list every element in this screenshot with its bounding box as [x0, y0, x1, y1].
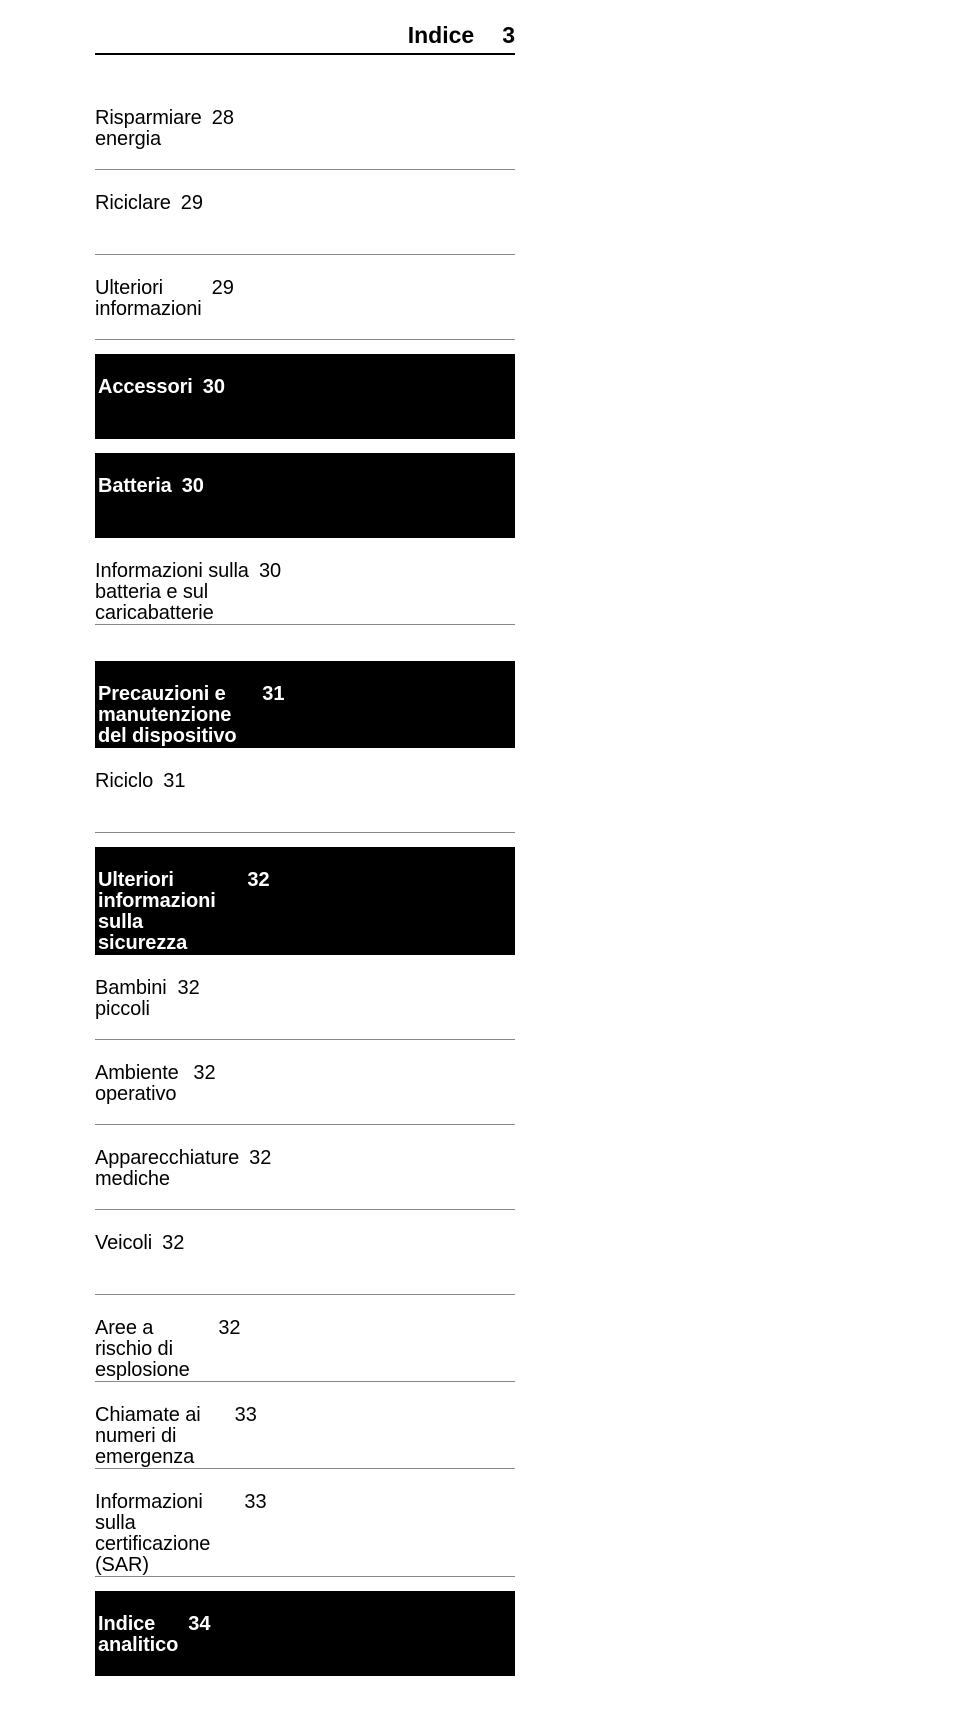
section-gap [95, 340, 515, 354]
toc-entry-page: 28 [202, 86, 515, 169]
toc-section-heading[interactable]: Batteria30 [95, 453, 515, 538]
toc-entry-label: Precauzioni e manutenzione del dispositi… [98, 684, 252, 747]
header-page-number: 3 [502, 22, 515, 49]
header-title: Indice [408, 22, 474, 49]
toc-entry-label: Aree a rischio di esplosione [95, 1318, 208, 1381]
toc-entry-page: 32 [239, 1126, 515, 1209]
toc-entry-page: 29 [171, 171, 515, 254]
toc-entry-label: Indice analitico [98, 1614, 178, 1656]
toc-entry[interactable]: Apparecchiature mediche32 [95, 1125, 515, 1210]
toc-entry-label: Ulteriori informazioni sulla sicurezza [98, 870, 237, 954]
section-gap [95, 1577, 515, 1591]
toc-section-heading[interactable]: Precauzioni e manutenzione del dispositi… [95, 661, 515, 748]
toc-entry-page: 30 [172, 454, 512, 537]
toc-entry-page: 30 [193, 355, 512, 438]
toc-entry[interactable]: Veicoli32 [95, 1210, 515, 1295]
section-gap [95, 625, 515, 661]
toc-entry-page: 30 [249, 539, 515, 622]
toc-entry-page: 31 [252, 662, 512, 745]
toc-entry-label: Riciclo [95, 771, 153, 792]
toc-entry-label: Chiamate ai numeri di emergenza [95, 1405, 225, 1468]
toc-header: Indice 3 [95, 22, 515, 55]
toc-entry-page: 32 [167, 956, 515, 1039]
toc-entry-label: Accessori [98, 377, 193, 398]
toc-entry[interactable]: Aree a rischio di esplosione32 [95, 1295, 515, 1382]
toc-entry[interactable]: Chiamate ai numeri di emergenza33 [95, 1382, 515, 1469]
toc-entry-page: 32 [183, 1041, 515, 1124]
toc-entry-label: Ulteriori informazioni [95, 278, 202, 320]
toc-entry[interactable]: Ulteriori informazioni29 [95, 255, 515, 340]
toc-entry[interactable]: Riciclare29 [95, 170, 515, 255]
toc-section-heading[interactable]: Indice analitico34 [95, 1591, 515, 1676]
toc-entry-label: Risparmiare energia [95, 108, 202, 150]
toc-entry-label: Apparecchiature mediche [95, 1148, 239, 1190]
toc-entry-page: 31 [153, 749, 515, 832]
toc-page: Indice 3 Risparmiare energia28Riciclare2… [0, 0, 575, 1716]
toc-entry-label: Informazioni sulla batteria e sul carica… [95, 561, 249, 624]
toc-entry-page: 32 [208, 1296, 515, 1379]
toc-entry-label: Batteria [98, 476, 172, 497]
toc-entry-label: Bambini piccoli [95, 978, 167, 1020]
toc-entry-label: Veicoli [95, 1233, 152, 1254]
toc-entry-page: 29 [202, 256, 515, 339]
toc-section-heading[interactable]: Ulteriori informazioni sulla sicurezza32 [95, 847, 515, 955]
section-gap [95, 833, 515, 847]
toc-entry-page: 34 [178, 1592, 512, 1675]
toc-entry[interactable]: Ambiente operativo32 [95, 1040, 515, 1125]
toc-entry[interactable]: Riciclo31 [95, 748, 515, 833]
toc-entry-page: 33 [225, 1383, 515, 1466]
toc-entry[interactable]: Bambini piccoli32 [95, 955, 515, 1040]
toc-entry-label: Informazioni sulla certificazione (SAR) [95, 1492, 234, 1576]
toc-entry[interactable]: Informazioni sulla certificazione (SAR)3… [95, 1469, 515, 1577]
toc-entry[interactable]: Risparmiare energia28 [95, 85, 515, 170]
toc-body: Risparmiare energia28Riciclare29Ulterior… [95, 85, 515, 1676]
toc-entry-label: Ambiente operativo [95, 1063, 183, 1105]
toc-entry-label: Riciclare [95, 193, 171, 214]
toc-entry-page: 33 [234, 1470, 515, 1553]
section-gap [95, 439, 515, 453]
toc-entry[interactable]: Informazioni sulla batteria e sul carica… [95, 538, 515, 625]
toc-entry-page: 32 [237, 848, 512, 931]
toc-entry-page: 32 [152, 1211, 515, 1294]
toc-section-heading[interactable]: Accessori30 [95, 354, 515, 439]
